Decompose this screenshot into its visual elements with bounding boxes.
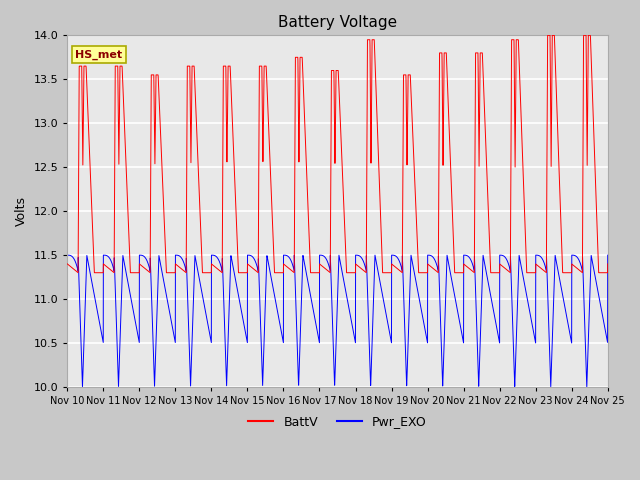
BattV [161, 226, 168, 231]
Line: BattV: BattV [67, 36, 608, 273]
Pwr_EXO [604, 337, 611, 343]
Pwr_EXO [604, 252, 612, 258]
Pwr_EXO [429, 254, 436, 260]
Legend: BattV, Pwr_EXO: BattV, Pwr_EXO [243, 410, 431, 433]
BattV [429, 265, 436, 271]
Line: Pwr_EXO: Pwr_EXO [67, 255, 608, 387]
BattV [90, 270, 98, 276]
BattV [604, 261, 612, 267]
Pwr_EXO [317, 252, 325, 258]
Pwr_EXO [489, 306, 497, 312]
BattV [544, 33, 552, 38]
Pwr_EXO [63, 252, 71, 258]
BattV [459, 270, 467, 276]
Pwr_EXO [459, 334, 467, 340]
BattV [317, 263, 325, 268]
Pwr_EXO [583, 384, 591, 390]
Text: HS_met: HS_met [76, 49, 123, 60]
Pwr_EXO [161, 282, 168, 288]
BattV [63, 261, 71, 267]
BattV [604, 270, 611, 276]
Y-axis label: Volts: Volts [15, 196, 28, 226]
BattV [490, 270, 497, 276]
Title: Battery Voltage: Battery Voltage [278, 15, 397, 30]
